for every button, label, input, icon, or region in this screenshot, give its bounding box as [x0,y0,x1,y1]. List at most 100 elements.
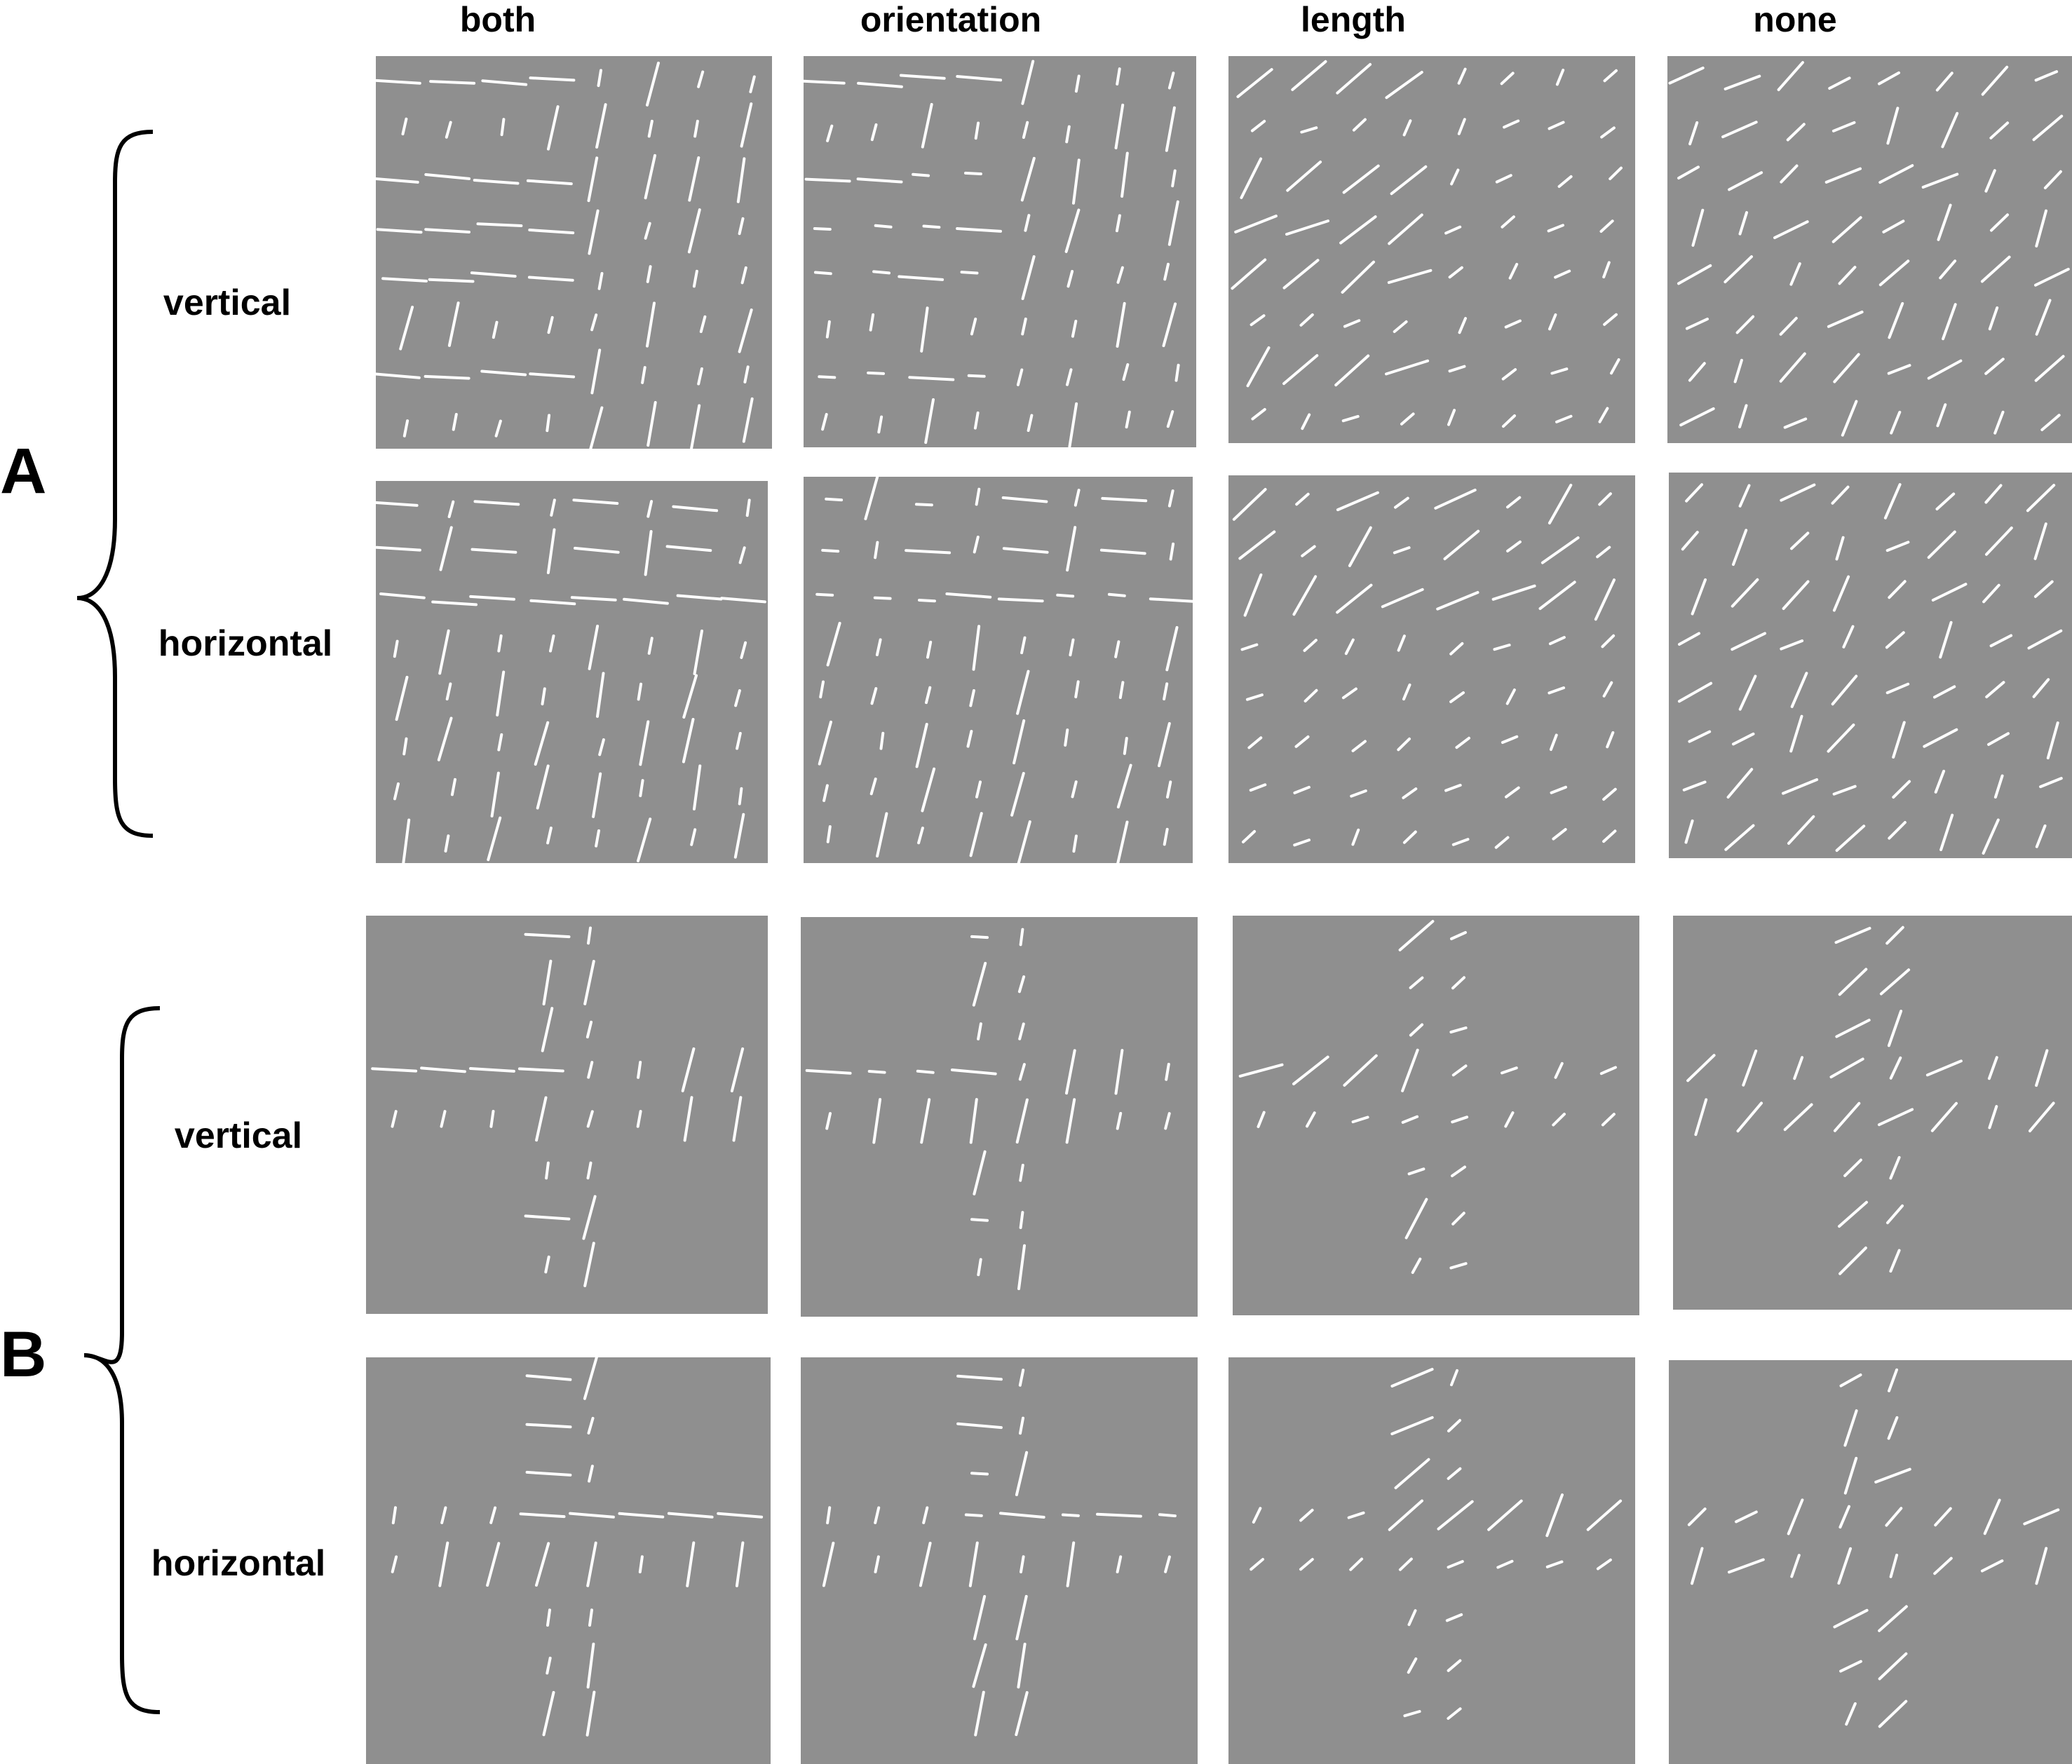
line-segment [1352,118,1367,132]
line-segment [1071,320,1078,338]
line-segment [1020,156,1036,202]
line-segment [1344,638,1355,656]
line-segment [1842,625,1855,649]
line-segment [730,1047,745,1092]
line-segment [920,306,929,353]
line-segment [1451,1165,1466,1178]
line-segment [676,594,723,601]
line-segment [1496,1559,1514,1569]
line-segment [529,76,576,82]
line-segment [1017,1643,1027,1689]
line-segment [912,172,930,177]
panel-a-vertical-orientation [804,56,1196,447]
line-segment [547,105,560,151]
line-segment [1990,213,2009,232]
line-segment [922,224,941,229]
line-segment [1843,1158,1862,1177]
line-segment [1610,358,1620,375]
line-segment [1250,1558,1264,1571]
line-segment [550,498,556,517]
line-segment [749,75,756,93]
line-segment [720,597,766,604]
line-segment [489,1110,495,1128]
line-segment [1285,219,1329,236]
line-segment [1832,575,1850,612]
line-segment [956,75,1003,82]
line-segment [1166,410,1174,428]
line-segment [545,1161,550,1180]
line-segment [1165,626,1179,672]
line-segment [1939,259,1957,280]
line-segment [1941,111,1959,149]
line-segment [1451,1115,1469,1124]
line-segment [1347,1511,1365,1519]
line-segment [1685,483,1703,503]
line-segment [1449,1026,1468,1034]
line-segment [1402,830,1417,844]
line-segment [1603,69,1618,83]
line-segment [586,1110,594,1128]
line-segment [1351,740,1367,752]
line-segment [1596,545,1611,559]
line-segment [1010,772,1025,817]
line-segment [1390,1416,1434,1436]
line-segment [527,276,574,282]
segments-a-vertical-both [376,61,756,449]
line-segment [1336,491,1379,512]
line-segment [2023,1508,2060,1526]
line-segment [1547,224,1564,233]
line-segment [1294,735,1310,748]
line-segment [1411,1257,1422,1274]
line-segment [487,816,502,862]
line-segment [1293,839,1311,847]
line-segment [1451,1212,1465,1226]
line-segment [1541,536,1580,564]
panel-b-vertical-none [1673,916,2072,1310]
line-segment [1886,107,1900,145]
line-segment [874,541,879,559]
line-segment [1409,976,1424,989]
line-segment [1594,578,1616,621]
line-segment [1061,1513,1080,1517]
line-segment [1243,573,1263,617]
line-segment [692,269,698,288]
line-segment [1555,69,1565,86]
line-segment [969,689,975,707]
line-segment [529,372,576,379]
line-segment [925,686,932,705]
line-segment [1688,362,1706,382]
line-segment [1018,1369,1025,1387]
line-segment [1494,836,1510,849]
line-segment [637,1061,642,1079]
line-segment [1503,119,1520,129]
line-segment [1447,1418,1461,1432]
line-segment [1017,820,1031,863]
line-segment [1115,214,1121,233]
line-segment [1885,682,1910,695]
line-segment [524,1214,571,1221]
line-segment [647,119,654,138]
panel-a-horizontal-none [1669,473,2072,858]
line-segment [1401,1115,1419,1124]
line-segment [1549,733,1558,751]
line-segment [956,1374,1003,1381]
line-segment [1783,417,1808,429]
line-segment [1300,126,1318,134]
line-segment [1401,1048,1419,1092]
line-segment [826,1506,832,1525]
line-segment [1889,1554,1899,1578]
line-segment [469,1067,515,1073]
line-segment [1984,484,2003,504]
line-segment [738,546,746,564]
line-segment [1935,492,1956,510]
line-segment [1407,1609,1417,1627]
line-segment [1505,688,1516,705]
line-segment [1242,829,1257,843]
line-segment [1843,1409,1858,1447]
line-segment [1731,632,1766,651]
line-segment [598,738,605,757]
line-segment [1877,1108,1914,1127]
line-segment [534,721,550,766]
line-segment [542,959,553,1005]
line-segment [1293,785,1311,794]
